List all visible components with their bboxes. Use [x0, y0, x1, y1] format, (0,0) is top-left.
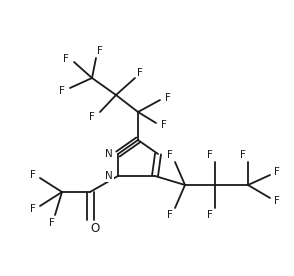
Text: F: F	[167, 150, 173, 160]
Text: F: F	[167, 210, 173, 220]
Text: F: F	[165, 93, 171, 103]
Text: F: F	[161, 120, 167, 130]
Text: O: O	[90, 222, 100, 235]
Text: F: F	[137, 68, 143, 78]
Text: F: F	[59, 86, 65, 96]
Text: F: F	[89, 112, 95, 122]
Text: F: F	[240, 150, 246, 160]
Text: F: F	[63, 54, 69, 64]
Text: F: F	[207, 150, 213, 160]
Text: F: F	[49, 218, 55, 228]
Text: F: F	[274, 167, 280, 177]
Text: N: N	[105, 149, 113, 159]
Text: F: F	[30, 170, 36, 180]
Text: F: F	[274, 196, 280, 206]
Text: F: F	[207, 210, 213, 220]
Text: F: F	[97, 46, 103, 56]
Text: F: F	[30, 204, 36, 214]
Text: N: N	[105, 171, 113, 181]
